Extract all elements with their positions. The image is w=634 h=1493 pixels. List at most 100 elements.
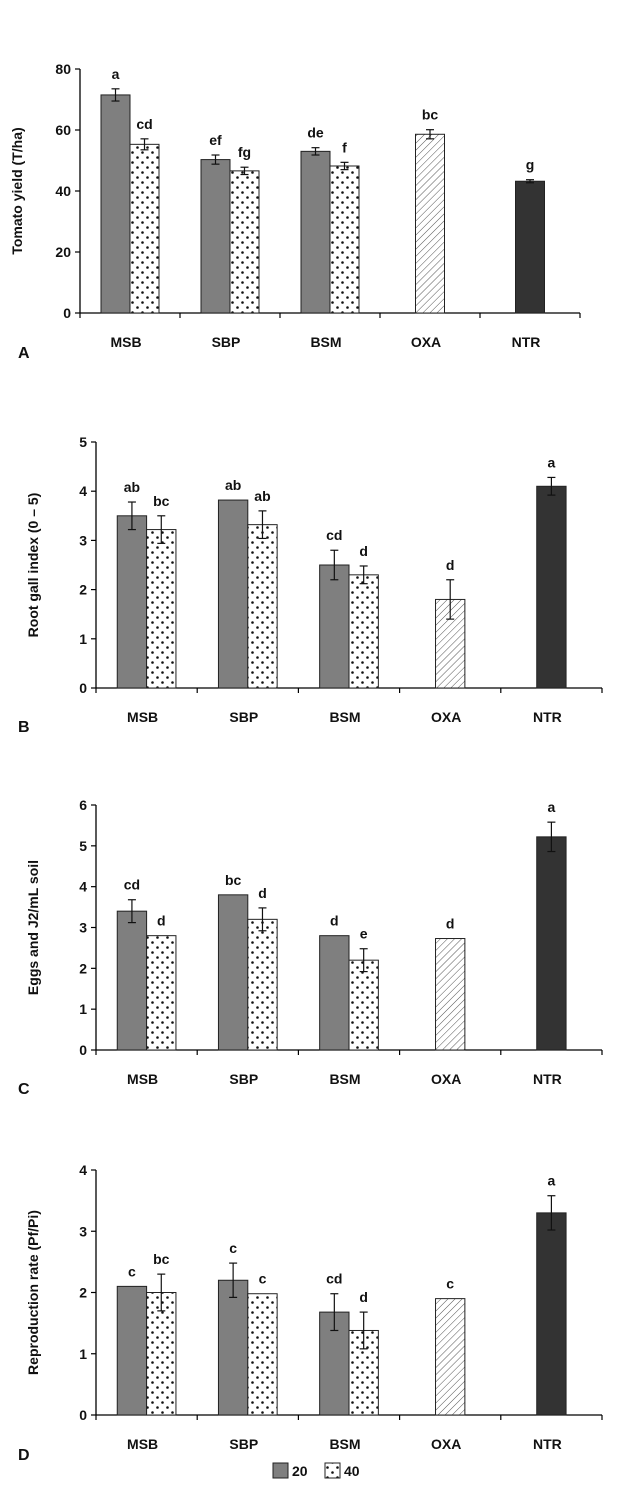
bar-msb-20: [116, 515, 148, 689]
bar-ntr-ntr: [536, 485, 567, 689]
x-tick-label: BSM: [310, 334, 341, 350]
significance-letter: c: [259, 1271, 267, 1287]
chart-panel-c: 0 1 2 3 4 5 6 MSB SBP BSM OXA NTR Eggs and J2/mL soi…: [18, 797, 603, 1098]
significance-letter: d: [446, 916, 455, 932]
bar-msb-20: [100, 94, 131, 314]
x-tick-label: OXA: [431, 1071, 461, 1087]
significance-letter: a: [112, 66, 120, 82]
panel-label: A: [18, 345, 30, 362]
x-tick-label: SBP: [212, 334, 241, 350]
error-bar: [157, 1273, 166, 1312]
y-tick-label: 2: [79, 960, 87, 976]
y-tick-label: 60: [55, 122, 71, 138]
y-tick-label: 40: [55, 183, 71, 199]
bar-msb-20: [116, 910, 148, 1051]
y-tick-label: 1: [79, 1346, 87, 1362]
bar-ntr-ntr: [515, 180, 545, 314]
panel-label: D: [18, 1447, 30, 1464]
x-tick-label: BSM: [329, 1436, 360, 1452]
bar-msb-40: [129, 143, 160, 314]
bar-bsm-40: [329, 165, 360, 314]
y-tick-label: 0: [79, 1042, 87, 1058]
significance-letter: cd: [326, 1271, 342, 1287]
significance-letter: c: [128, 1263, 136, 1279]
significance-letter: d: [446, 557, 455, 573]
significance-letter: cd: [136, 116, 152, 132]
x-tick-label: BSM: [329, 1071, 360, 1087]
error-bar: [340, 161, 349, 171]
panel-label: B: [18, 719, 30, 736]
error-bar: [446, 579, 455, 620]
y-tick-label: 3: [79, 1223, 87, 1239]
bar-msb-40: [146, 1292, 177, 1416]
error-bar: [547, 821, 556, 853]
significance-letter: ab: [124, 479, 140, 495]
significance-letter: d: [359, 1289, 368, 1305]
error-bar: [359, 565, 368, 585]
bar-sbp-40: [247, 1293, 278, 1416]
bar-bsm-40: [348, 959, 379, 1051]
x-tick-label: NTR: [533, 709, 562, 725]
x-tick-label: OXA: [431, 709, 461, 725]
significance-letter: f: [342, 139, 347, 155]
significance-letter: fg: [238, 144, 251, 160]
chart-panel-a: 0 20 40 60 80 MSB SBP BSM OXA NTR Tomato yield (T/…: [9, 61, 581, 362]
error-bar: [330, 1293, 339, 1332]
significance-letter: c: [446, 1276, 454, 1292]
bar-sbp-20: [200, 159, 231, 314]
y-tick-label: 4: [79, 483, 87, 499]
significance-letter: d: [157, 913, 166, 929]
x-tick-label: NTR: [512, 334, 541, 350]
significance-letter: g: [526, 157, 535, 173]
legend-item-20: 20: [272, 1462, 308, 1479]
y-tick-label: 1: [79, 1001, 87, 1017]
significance-letter: a: [548, 454, 556, 470]
legend: 20 40: [272, 1462, 360, 1479]
significance-letter: d: [330, 913, 339, 929]
significance-letter: ab: [225, 477, 241, 493]
error-bar: [359, 948, 368, 973]
x-tick-label: NTR: [533, 1071, 562, 1087]
y-tick-label: 1: [79, 631, 87, 647]
error-bar: [359, 1311, 368, 1350]
chart-panel-d: 0 1 2 3 4 MSB SBP BSM OXA NTR Reproduction rate (P…: [18, 1162, 603, 1464]
y-tick-label: 4: [79, 879, 87, 895]
error-bar: [330, 549, 339, 581]
x-tick-label: BSM: [329, 709, 360, 725]
error-bar: [426, 129, 434, 140]
bar-oxa-oxa: [415, 133, 445, 314]
significance-letter: a: [548, 1173, 556, 1189]
bar-ntr-ntr: [536, 836, 567, 1051]
legend-swatch: [272, 1462, 289, 1479]
y-axis-label: Reproduction rate (Pf/Pi): [25, 1210, 41, 1375]
bar-sbp-40: [229, 170, 260, 314]
y-axis-label: Root gall index (0 – 5): [25, 493, 41, 638]
significance-letter: cd: [124, 877, 140, 893]
bar-bsm-20: [300, 150, 331, 314]
significance-letter: bc: [422, 107, 439, 123]
significance-letter: d: [359, 543, 368, 559]
bar-bsm-40: [348, 574, 379, 689]
significance-letter: bc: [225, 872, 242, 888]
bar-sbp-40: [247, 524, 278, 689]
significance-letter: c: [229, 1240, 237, 1256]
error-bar: [240, 166, 249, 176]
significance-letter: ef: [209, 132, 222, 148]
bar-oxa-oxa: [435, 1298, 466, 1416]
error-bar: [127, 899, 136, 924]
chart-panel-b: 0 1 2 3 4 5 MSB SBP BSM OXA NTR Root gall index (0 …: [18, 434, 603, 736]
x-tick-label: NTR: [533, 1436, 562, 1452]
x-tick-label: SBP: [229, 1436, 258, 1452]
x-tick-label: MSB: [110, 334, 141, 350]
error-bar: [547, 1195, 556, 1231]
error-bar: [547, 476, 556, 496]
bar-sbp-20: [217, 1279, 249, 1416]
error-bar: [229, 1262, 238, 1299]
y-axis-label: Eggs and J2/mL soil: [25, 860, 41, 995]
significance-letter: d: [258, 885, 267, 901]
legend-item-40: 40: [324, 1462, 360, 1479]
legend-label: 40: [344, 1463, 360, 1479]
error-bar: [526, 179, 534, 184]
y-tick-label: 0: [79, 1407, 87, 1423]
